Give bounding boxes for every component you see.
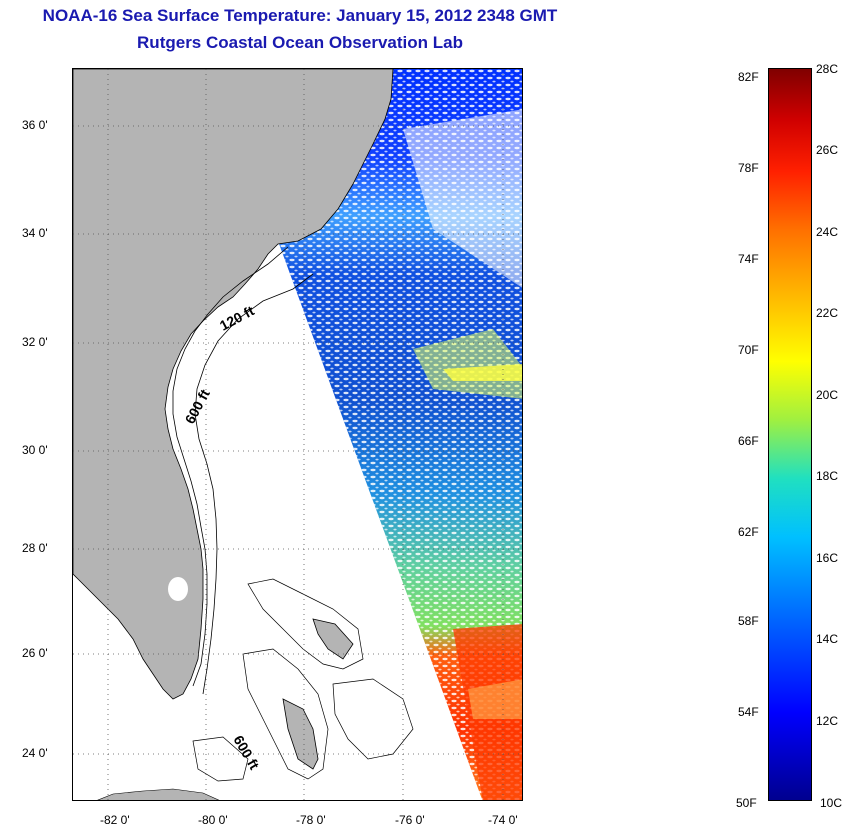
colorbar-c-12: 12C [816,714,839,728]
colorbar-f-74: 74F [738,252,759,266]
colorbar-f-62: 62F [738,525,759,539]
colorbar-f-66: 66F [738,434,759,448]
figure-title: NOAA-16 Sea Surface Temperature: January… [42,6,558,25]
colorbar-c-18: 18C [816,469,839,483]
temperature-colorbar [768,68,812,801]
colorbar-f-70: 70F [738,343,759,357]
colorbar-c-26: 26C [816,143,839,157]
lat-label-36: 36 0' [22,118,48,132]
colorbar-f-58: 58F [738,614,759,628]
lon-label-76: -76 0' [395,813,425,827]
colorbar-c-20: 20C [816,388,839,402]
map-panel: 120 ft 600 ft 600 ft [72,68,523,801]
lat-lon-grid [73,69,522,800]
bahamas-islands [192,578,414,782]
figure-subtitle: Rutgers Coastal Ocean Observation Lab [137,33,463,52]
colorbar-c-16: 16C [816,551,839,565]
lon-label-74: -74 0' [488,813,518,827]
colorbar-f-50: 50F [736,796,757,810]
contour-label-120ft: 120 ft [217,302,257,333]
sst-swath [278,69,522,800]
contour-label-600ft-south: 600 ft [230,733,262,773]
lat-label-34: 34 0' [22,226,48,240]
lat-label-26: 26 0' [22,646,48,660]
depth-contours [172,246,314,695]
lat-label-24: 24 0' [22,746,48,760]
colorbar-c-28: 28C [816,62,839,76]
colorbar-f-82: 82F [738,70,759,84]
lon-label-80: -80 0' [198,813,228,827]
contour-label-600ft-north: 600 ft [182,386,213,426]
colorbar-c-24: 24C [816,225,839,239]
lat-label-28: 28 0' [22,541,48,555]
colorbar-f-78: 78F [738,161,759,175]
land-mass [73,69,394,800]
colorbar-c-22: 22C [816,306,839,320]
lat-label-32: 32 0' [22,335,48,349]
colorbar-c-10: 10C [820,796,843,810]
colorbar-c-14: 14C [816,632,839,646]
colorbar-f-54: 54F [738,705,759,719]
lon-label-78: -78 0' [296,813,326,827]
lat-label-30: 30 0' [22,443,48,457]
lon-label-82: -82 0' [100,813,130,827]
